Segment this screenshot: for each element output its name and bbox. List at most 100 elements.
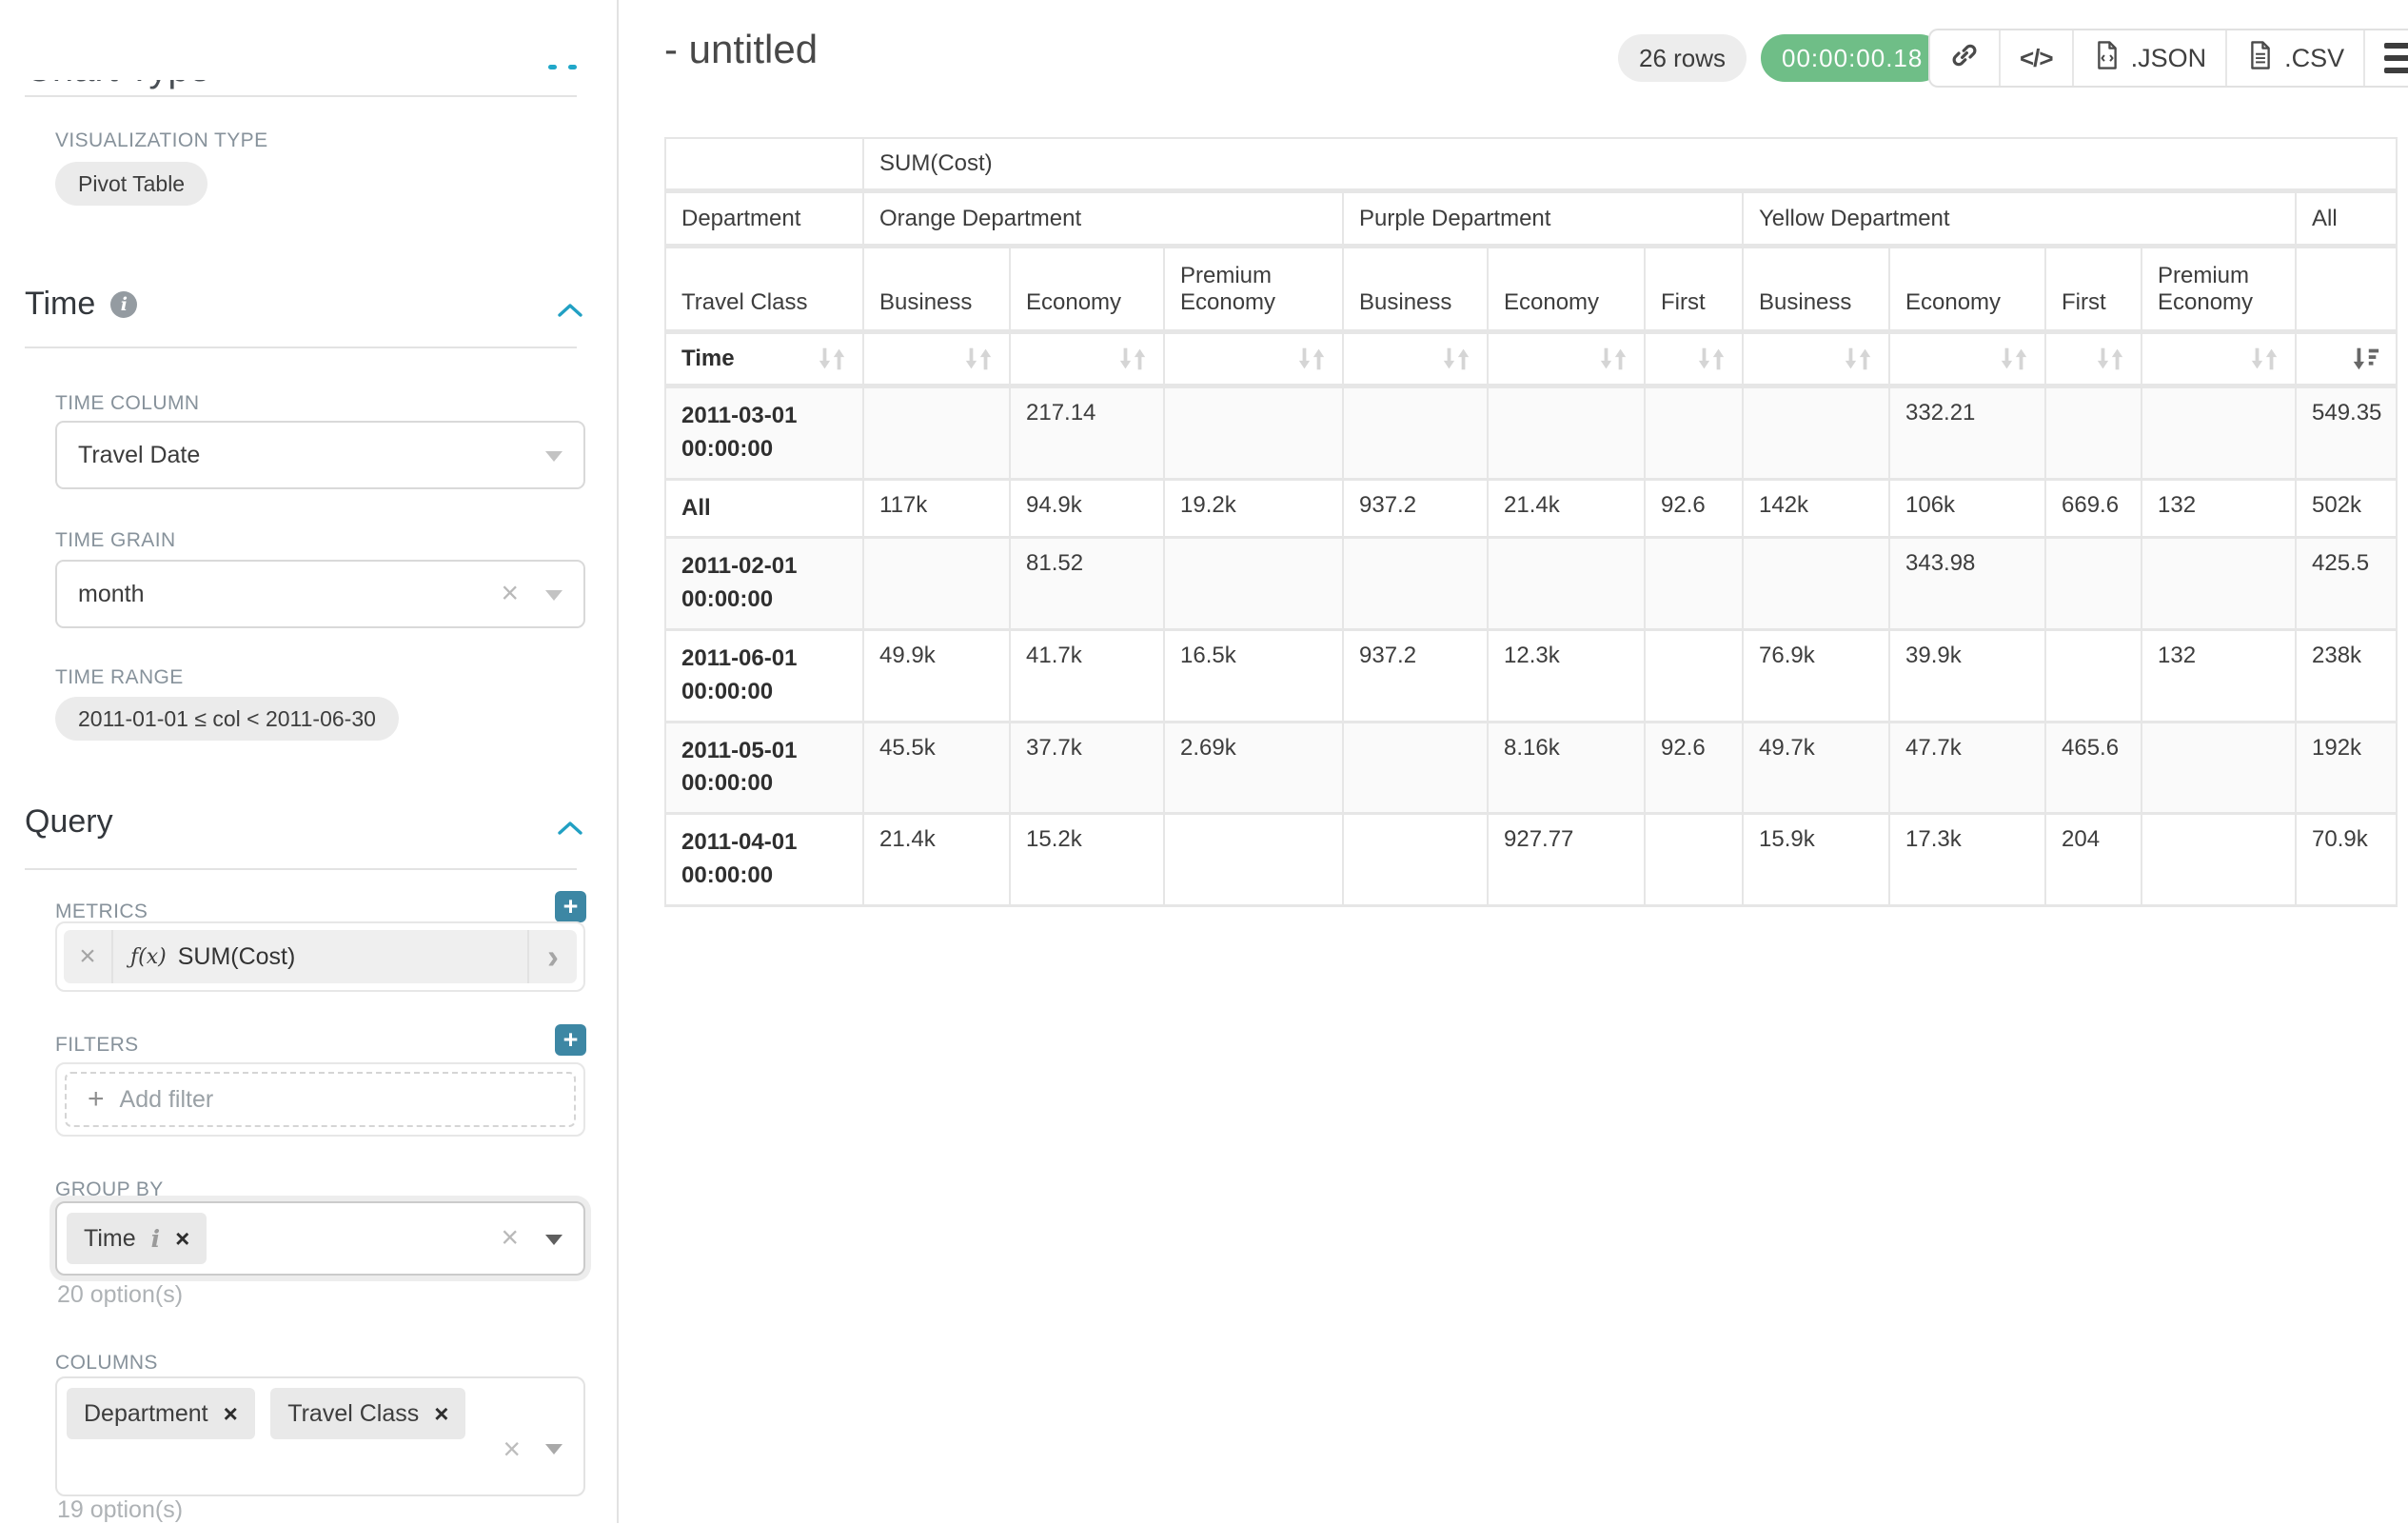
metric-label: SUM(Cost) bbox=[177, 942, 296, 970]
pivot-cell bbox=[1487, 385, 1646, 481]
pivot-sort-header[interactable] bbox=[1487, 330, 1646, 388]
clear-icon[interactable]: × bbox=[501, 575, 519, 610]
add-filter-button[interactable]: + Add filter bbox=[65, 1072, 576, 1127]
time-grain-select[interactable]: month × bbox=[55, 560, 585, 628]
export-json-button[interactable]: .JSON bbox=[2071, 30, 2226, 86]
pivot-col-group-header: Orange Department bbox=[862, 189, 1344, 248]
pivot-sort-header[interactable] bbox=[1888, 330, 2046, 388]
pivot-cell: 927.77 bbox=[1487, 812, 1646, 907]
time-column-select[interactable]: Travel Date bbox=[55, 421, 585, 489]
pivot-cell: 21.4k bbox=[1487, 478, 1646, 540]
filters-label: FILTERS bbox=[55, 1034, 139, 1056]
pivot-cell: 17.3k bbox=[1888, 812, 2046, 907]
hamburger-icon bbox=[2384, 43, 2408, 73]
group-by-select[interactable]: Time i × × bbox=[55, 1201, 585, 1276]
pivot-cell: 549.35 bbox=[2294, 385, 2398, 481]
pivot-sort-header[interactable] bbox=[2294, 330, 2398, 388]
pivot-col-group-header: All bbox=[2294, 189, 2398, 248]
pivot-sort-header[interactable] bbox=[1342, 330, 1489, 388]
metric-pill[interactable]: × ƒ(x) SUM(Cost) › bbox=[64, 930, 577, 983]
pivot-sort-header-time[interactable]: Time bbox=[664, 330, 864, 388]
clear-icon[interactable]: × bbox=[501, 1219, 519, 1255]
pivot-cell: 204 bbox=[2044, 812, 2142, 907]
pivot-cell bbox=[1342, 812, 1489, 907]
chevron-right-icon[interactable]: › bbox=[527, 930, 577, 983]
file-text-icon bbox=[2246, 40, 2275, 77]
chevron-down-icon[interactable] bbox=[545, 1443, 563, 1455]
pivot-sort-header[interactable] bbox=[1742, 330, 1890, 388]
clear-icon[interactable]: × bbox=[503, 1432, 521, 1466]
pivot-cell bbox=[1742, 536, 1890, 631]
pivot-row-header: All bbox=[664, 478, 864, 540]
table-row: All 117k 94.9k 19.2k 937.2 21.4k 92.6 142k 106k 6… bbox=[664, 478, 2398, 540]
sort-icon bbox=[965, 347, 992, 370]
pivot-cell: 132 bbox=[2141, 478, 2297, 540]
columns-chip[interactable]: Department × bbox=[67, 1388, 255, 1439]
pivot-cell: 343.98 bbox=[1888, 536, 2046, 631]
info-icon: i bbox=[110, 290, 138, 318]
sort-icon bbox=[2251, 347, 2278, 370]
panel-drag-handle[interactable] bbox=[548, 65, 577, 69]
time-section-header[interactable]: Time i bbox=[25, 286, 584, 323]
pivot-col-header: Business bbox=[1742, 245, 1890, 334]
pivot-cell: 669.6 bbox=[2044, 478, 2142, 540]
pivot-cell: 39.9k bbox=[1888, 628, 2046, 723]
view-query-button[interactable]: </> bbox=[1999, 30, 2072, 86]
pivot-table: SUM(Cost) Department Orange Department Purp… bbox=[664, 137, 2398, 907]
pivot-sort-header[interactable] bbox=[2044, 330, 2142, 388]
table-row: 2011-03-01 00:00:00 217.14 332.21 549.35 bbox=[664, 385, 2398, 481]
chevron-down-icon[interactable] bbox=[545, 1235, 563, 1245]
pivot-col-header: Business bbox=[862, 245, 1011, 334]
panel-divider[interactable] bbox=[617, 0, 619, 1523]
metrics-label: METRICS bbox=[55, 901, 148, 922]
group-by-chip[interactable]: Time i × bbox=[67, 1213, 207, 1264]
add-metric-button[interactable]: + bbox=[555, 891, 586, 922]
pivot-sort-header[interactable] bbox=[1009, 330, 1165, 388]
table-row: 2011-04-01 00:00:00 21.4k 15.2k 927.77 15.9k… bbox=[664, 812, 2398, 907]
pivot-cell: 49.9k bbox=[862, 628, 1011, 723]
pivot-cell bbox=[1644, 385, 1744, 481]
pivot-cell bbox=[2141, 812, 2297, 907]
copy-link-button[interactable] bbox=[1930, 30, 1999, 86]
menu-button[interactable] bbox=[2363, 30, 2408, 86]
pivot-row-header: 2011-02-01 00:00:00 bbox=[664, 536, 864, 631]
chevron-up-icon[interactable] bbox=[556, 291, 584, 328]
code-icon: </> bbox=[2020, 43, 2054, 72]
panel-topbar bbox=[0, 0, 617, 80]
chevron-down-icon[interactable] bbox=[545, 451, 563, 462]
pivot-row-header: 2011-03-01 00:00:00 bbox=[664, 385, 864, 481]
pivot-metric-header: SUM(Cost) bbox=[861, 137, 2398, 193]
remove-metric-icon[interactable]: × bbox=[64, 930, 113, 983]
pivot-cell bbox=[1742, 385, 1890, 481]
pivot-cell bbox=[2044, 628, 2142, 723]
remove-chip-icon[interactable]: × bbox=[223, 1398, 238, 1428]
pivot-sort-header[interactable] bbox=[1163, 330, 1344, 388]
chevron-down-icon[interactable] bbox=[545, 590, 563, 601]
pivot-sort-header[interactable] bbox=[1644, 330, 1744, 388]
pivot-corner-cell bbox=[664, 137, 864, 193]
pivot-cell bbox=[1342, 536, 1489, 631]
sort-desc-active-icon bbox=[2353, 347, 2379, 370]
columns-select[interactable]: Department × Travel Class × × bbox=[55, 1376, 585, 1496]
export-csv-button[interactable]: .CSV bbox=[2225, 30, 2363, 86]
pivot-cell bbox=[1342, 385, 1489, 481]
pivot-cell bbox=[862, 385, 1011, 481]
pivot-table-container: SUM(Cost) Department Orange Department Purp… bbox=[664, 137, 2398, 907]
query-section-header[interactable]: Query bbox=[25, 803, 584, 841]
group-by-options-hint: 20 option(s) bbox=[57, 1281, 184, 1308]
pivot-cell: 92.6 bbox=[1644, 478, 1744, 540]
pivot-cell: 132 bbox=[2141, 628, 2297, 723]
pivot-sort-header[interactable] bbox=[862, 330, 1011, 388]
pivot-sort-header[interactable] bbox=[2141, 330, 2297, 388]
viz-type-pill[interactable]: Pivot Table bbox=[55, 162, 208, 206]
time-grain-label: TIME GRAIN bbox=[55, 529, 176, 551]
chevron-up-icon[interactable] bbox=[556, 809, 584, 846]
columns-chip[interactable]: Travel Class × bbox=[270, 1388, 466, 1439]
pivot-cell bbox=[1163, 385, 1344, 481]
time-range-pill[interactable]: 2011-01-01 ≤ col < 2011-06-30 bbox=[55, 697, 399, 741]
remove-chip-icon[interactable]: × bbox=[175, 1223, 190, 1253]
pivot-cell: 76.9k bbox=[1742, 628, 1890, 723]
add-filter-plus-button[interactable]: + bbox=[555, 1024, 586, 1056]
divider bbox=[25, 868, 577, 870]
remove-chip-icon[interactable]: × bbox=[434, 1398, 449, 1428]
